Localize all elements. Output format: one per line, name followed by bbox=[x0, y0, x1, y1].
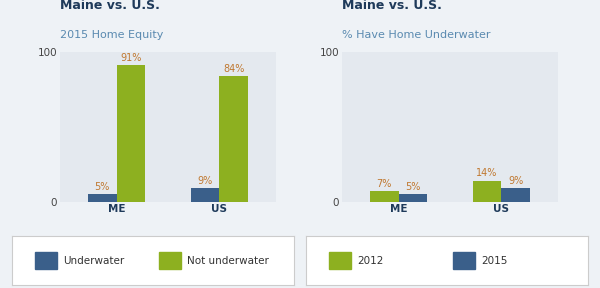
Text: 84%: 84% bbox=[223, 64, 245, 73]
Text: Maine vs. U.S.: Maine vs. U.S. bbox=[60, 0, 160, 12]
Text: 7%: 7% bbox=[376, 179, 392, 189]
Bar bbox=[220, 76, 248, 202]
Text: % Have Home Underwater: % Have Home Underwater bbox=[342, 30, 491, 40]
Text: Not underwater: Not underwater bbox=[187, 256, 269, 266]
Text: 2015 Home Equity: 2015 Home Equity bbox=[60, 30, 163, 40]
Bar bbox=[502, 188, 530, 202]
Bar bbox=[191, 188, 220, 202]
Bar bbox=[452, 252, 475, 269]
Bar bbox=[35, 252, 57, 269]
Bar bbox=[158, 252, 181, 269]
Bar bbox=[329, 252, 351, 269]
Text: 5%: 5% bbox=[94, 182, 110, 192]
Text: Maine vs. U.S.: Maine vs. U.S. bbox=[342, 0, 442, 12]
Bar bbox=[398, 194, 427, 202]
Text: 2012: 2012 bbox=[357, 256, 383, 266]
Text: 9%: 9% bbox=[508, 176, 523, 186]
Text: 5%: 5% bbox=[405, 182, 421, 192]
Bar bbox=[88, 194, 116, 202]
Bar bbox=[116, 65, 145, 202]
Text: 9%: 9% bbox=[197, 176, 212, 186]
Text: Underwater: Underwater bbox=[63, 256, 124, 266]
Text: 2015: 2015 bbox=[481, 256, 507, 266]
Bar bbox=[473, 181, 502, 202]
Bar bbox=[370, 191, 398, 202]
Text: 14%: 14% bbox=[476, 168, 498, 178]
Text: 91%: 91% bbox=[120, 53, 142, 63]
